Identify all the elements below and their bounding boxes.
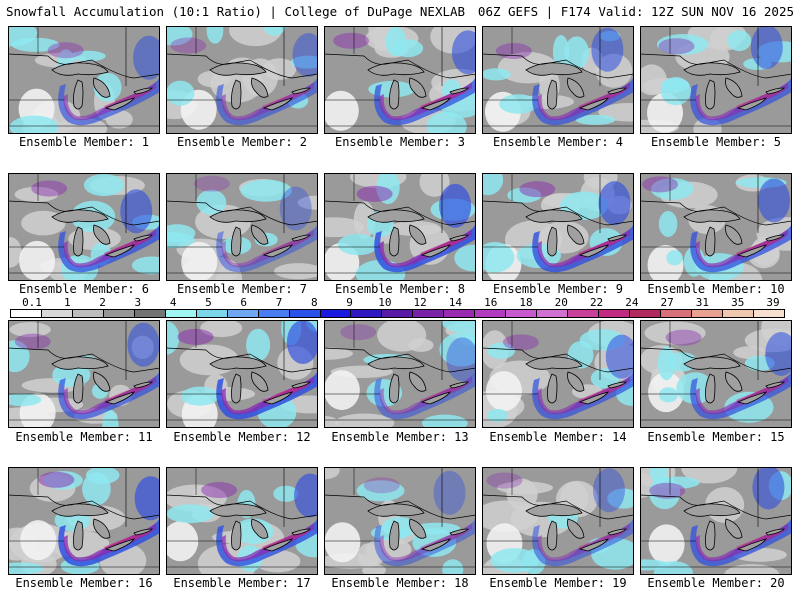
ensemble-member-map	[482, 467, 634, 575]
colorbar-tick-label: 35	[731, 296, 745, 309]
colorbar-tick-label: 22	[589, 296, 604, 309]
colorbar-tick-label: 7	[275, 296, 283, 309]
ensemble-member-map	[640, 320, 792, 428]
colorbar-labels: 0.1 1 2 3 4 5 6 7 8 9 10 12 14 16 18 20 22 24 27 31 35 39	[10, 296, 785, 309]
colorbar-tick-label: 3	[134, 296, 142, 309]
colorbar-tick-label: 1	[63, 296, 71, 309]
colorbar-tick-label: 9	[346, 296, 353, 309]
colorbar-tick-label: 24	[625, 296, 639, 309]
ensemble-member-map	[640, 467, 792, 575]
colorbar-swatch	[753, 310, 784, 317]
ensemble-member-map	[324, 467, 476, 575]
ensemble-member-map	[640, 26, 792, 134]
colorbar-tick-label: 31	[695, 296, 710, 309]
ensemble-member-label: Ensemble Member: 18	[331, 576, 469, 590]
colorbar-swatch	[351, 310, 383, 317]
colorbar-tick-label: 4	[169, 296, 177, 309]
colorbar-swatch	[661, 310, 692, 317]
colorbar-swatch	[289, 310, 321, 317]
colorbar-swatch	[165, 310, 197, 317]
colorbar-swatch	[382, 310, 414, 317]
ensemble-member-map	[166, 467, 318, 575]
colorbar-swatch	[691, 310, 723, 317]
ensemble-member-label: Ensemble Member: 1	[18, 135, 150, 149]
ensemble-member-map	[8, 173, 160, 281]
ensemble-member-label: Ensemble Member: 13	[331, 430, 469, 444]
ensemble-member-map	[8, 320, 160, 428]
colorbar-tick-label: 39	[766, 296, 780, 309]
colorbar-swatch	[506, 310, 538, 317]
colorbar-tick-label: 20	[554, 296, 568, 309]
colorbar-swatch	[11, 310, 42, 317]
colorbar	[10, 309, 785, 318]
colorbar-swatch	[413, 310, 445, 317]
colorbar-tick-label: 12	[413, 296, 427, 309]
ensemble-member-label: Ensemble Member: 4	[492, 135, 624, 149]
colorbar-tick-label: 8	[310, 296, 318, 309]
ensemble-member-label: Ensemble Member: 15	[647, 430, 785, 444]
colorbar-swatch	[320, 310, 352, 317]
ensemble-member-map	[324, 173, 476, 281]
colorbar-swatch	[630, 310, 662, 317]
ensemble-member-map	[166, 320, 318, 428]
ensemble-member-label: Ensemble Member: 16	[15, 576, 153, 590]
page-header-title: Snowfall Accumulation (10:1 Ratio) | Col…	[6, 4, 466, 19]
ensemble-member-label: Ensemble Member: 2	[176, 135, 308, 149]
ensemble-member-label: Ensemble Member: 7	[176, 282, 308, 296]
colorbar-swatch	[258, 310, 290, 317]
ensemble-member-map	[640, 173, 792, 281]
colorbar-tick-label: 16	[484, 296, 498, 309]
ensemble-member-label: Ensemble Member: 17	[173, 576, 311, 590]
ensemble-member-label: Ensemble Member: 10	[647, 282, 785, 296]
colorbar-tick-label: 27	[660, 296, 674, 309]
ensemble-member-label: Ensemble Member: 5	[650, 135, 782, 149]
page-header-run-info: 06Z GEFS | F174 Valid: 12Z SUN NOV 16 20…	[477, 4, 794, 19]
colorbar-swatch	[72, 310, 104, 317]
colorbar-swatch	[134, 310, 166, 317]
ensemble-member-label: Ensemble Member: 6	[18, 282, 150, 296]
colorbar-swatch	[41, 310, 73, 317]
colorbar-tick-label: 10	[378, 296, 392, 309]
ensemble-member-label: Ensemble Member: 9	[492, 282, 624, 296]
ensemble-member-map	[482, 320, 634, 428]
colorbar-tick-label: 0.1	[22, 296, 42, 309]
ensemble-member-map	[482, 26, 634, 134]
colorbar-swatch	[227, 310, 259, 317]
ensemble-member-label: Ensemble Member: 19	[489, 576, 627, 590]
colorbar-swatch	[568, 310, 600, 317]
ensemble-member-label: Ensemble Member: 14	[489, 430, 627, 444]
ensemble-member-label: Ensemble Member: 8	[334, 282, 466, 296]
colorbar-swatch	[599, 310, 631, 317]
ensemble-member-map	[166, 26, 318, 134]
ensemble-member-map	[482, 173, 634, 281]
ensemble-member-label: Ensemble Member: 3	[334, 135, 466, 149]
colorbar-swatch	[475, 310, 507, 317]
colorbar-tick-label: 18	[519, 296, 533, 309]
ensemble-member-map	[324, 320, 476, 428]
ensemble-member-label: Ensemble Member: 11	[15, 430, 153, 444]
ensemble-member-map	[8, 467, 160, 575]
ensemble-member-map	[324, 26, 476, 134]
colorbar-swatch	[537, 310, 569, 317]
colorbar-swatch	[722, 310, 754, 317]
ensemble-member-map	[166, 173, 318, 281]
colorbar-swatch	[103, 310, 135, 317]
ensemble-member-label: Ensemble Member: 20	[647, 576, 785, 590]
colorbar-swatch	[196, 310, 228, 317]
ensemble-member-map	[8, 26, 160, 134]
colorbar-tick-label: 14	[448, 296, 463, 309]
colorbar-swatch	[444, 310, 476, 317]
colorbar-tick-label: 2	[99, 296, 106, 309]
colorbar-tick-label: 6	[240, 296, 248, 309]
colorbar-tick-label: 5	[205, 296, 212, 309]
ensemble-member-label: Ensemble Member: 12	[173, 430, 311, 444]
